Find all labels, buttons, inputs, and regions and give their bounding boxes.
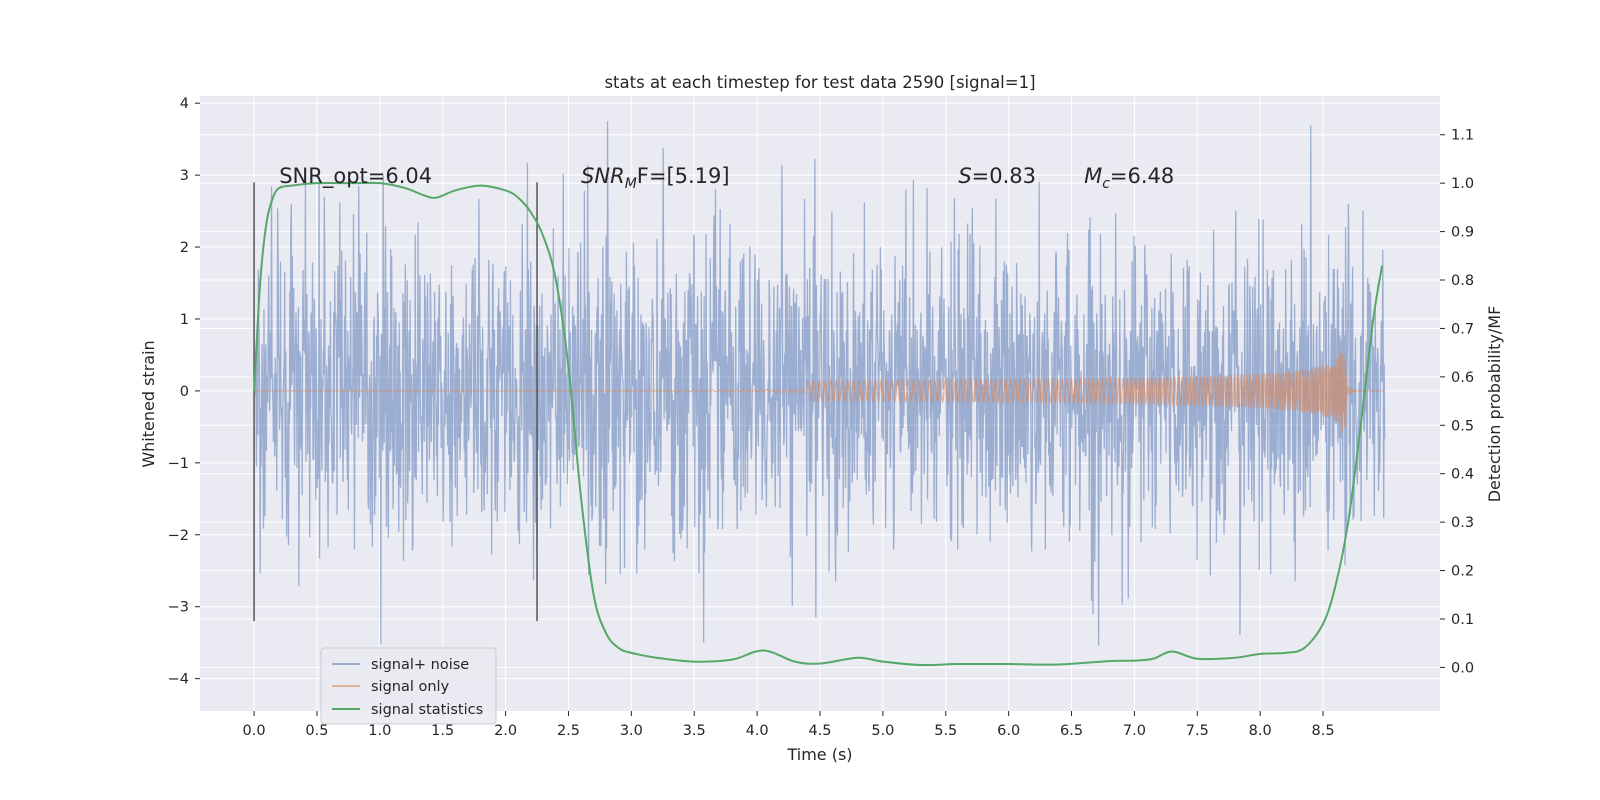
y-axis-ticks: −4 −3 −2 −1 0 1 2 3 4 xyxy=(168,96,200,688)
x-axis-ticks: 0.0 0.5 1.0 1.5 2.0 2.5 3.0 3.5 4.0 4.5 5.0 5.5 6.0 6… xyxy=(243,711,1335,739)
x-tick-label: 6.0 xyxy=(997,723,1020,739)
x-tick-label: 8.0 xyxy=(1249,723,1272,739)
x-tick-label: 0.0 xyxy=(243,723,266,739)
y2-tick-label: 0.9 xyxy=(1451,225,1474,241)
legend: signal+ noise signal only signal statist… xyxy=(320,647,497,725)
y2-tick-label: 0.2 xyxy=(1451,564,1474,580)
x-axis-label: Time (s) xyxy=(786,745,852,764)
x-tick-label: 5.0 xyxy=(871,723,894,739)
y-axis-label: Whitened strain xyxy=(139,340,158,467)
y2-tick-label: 0.3 xyxy=(1451,515,1474,531)
y2-tick-label: 0.7 xyxy=(1451,321,1474,337)
signal-statistics-series xyxy=(253,181,1384,667)
y2-tick-label: 0.5 xyxy=(1451,418,1474,434)
x-tick-label: 3.5 xyxy=(683,723,706,739)
y2-tick-label: 0.1 xyxy=(1451,612,1474,628)
y2-tick-label: 0.6 xyxy=(1451,370,1474,386)
y-tick-label: 1 xyxy=(180,312,189,328)
y2-axis-ticks: 0.0 0.1 0.2 0.3 0.4 0.5 0.6 0.7 0.8 0.9 1.0 1.1 xyxy=(1440,128,1474,676)
annotation-0: SNR_opt=6.04 xyxy=(279,164,432,189)
signal-only-line xyxy=(254,352,1385,433)
y2-axis-label: Detection probability/MF xyxy=(1485,306,1504,503)
vertical-markers xyxy=(253,182,538,622)
x-tick-label: 1.0 xyxy=(368,723,391,739)
y-tick-label: 2 xyxy=(180,240,189,256)
x-tick-label: 2.0 xyxy=(494,723,517,739)
x-tick-label: 0.5 xyxy=(305,723,328,739)
y-tick-label: 3 xyxy=(180,168,189,184)
y-tick-label: 0 xyxy=(180,384,189,400)
chart-title: stats at each timestep for test data 259… xyxy=(604,73,1035,92)
signal-statistics-line xyxy=(253,181,1384,667)
x-tick-label: 4.0 xyxy=(746,723,769,739)
y-tick-label: −3 xyxy=(168,600,189,616)
annotation-2: S=0.83 xyxy=(958,164,1036,188)
x-tick-label: 4.5 xyxy=(808,723,831,739)
y-tick-label: −4 xyxy=(168,672,189,688)
annotation-1: SNRMF=[5.19] xyxy=(581,164,730,192)
y2-tick-label: 0.0 xyxy=(1451,660,1474,676)
x-tick-label: 7.0 xyxy=(1123,723,1146,739)
signal-only-series xyxy=(254,352,1385,433)
y-tick-label: −2 xyxy=(168,528,189,544)
annotation-3: Mc=6.48 xyxy=(1084,164,1174,192)
x-tick-label: 2.5 xyxy=(557,723,580,739)
y2-tick-label: 1.0 xyxy=(1451,176,1474,192)
legend-label-signal-only: signal only xyxy=(371,679,450,695)
x-tick-label: 5.5 xyxy=(934,723,957,739)
legend-frame xyxy=(320,647,497,725)
y2-tick-label: 0.4 xyxy=(1451,467,1474,483)
legend-label-signal-statistics: signal statistics xyxy=(371,702,483,718)
y-tick-label: 4 xyxy=(180,96,189,112)
x-tick-label: 7.5 xyxy=(1186,723,1209,739)
x-tick-label: 8.5 xyxy=(1312,723,1335,739)
x-tick-label: 6.5 xyxy=(1060,723,1083,739)
annotations: SNR_opt=6.04 SNRMF=[5.19] S=0.83 Mc=6.48 xyxy=(279,164,1174,192)
x-tick-label: 3.0 xyxy=(620,723,643,739)
y2-tick-label: 0.8 xyxy=(1451,273,1474,289)
legend-label-signal-noise: signal+ noise xyxy=(371,657,469,673)
x-tick-label: 1.5 xyxy=(431,723,454,739)
y2-tick-label: 1.1 xyxy=(1451,128,1474,144)
y-tick-label: −1 xyxy=(168,456,189,472)
